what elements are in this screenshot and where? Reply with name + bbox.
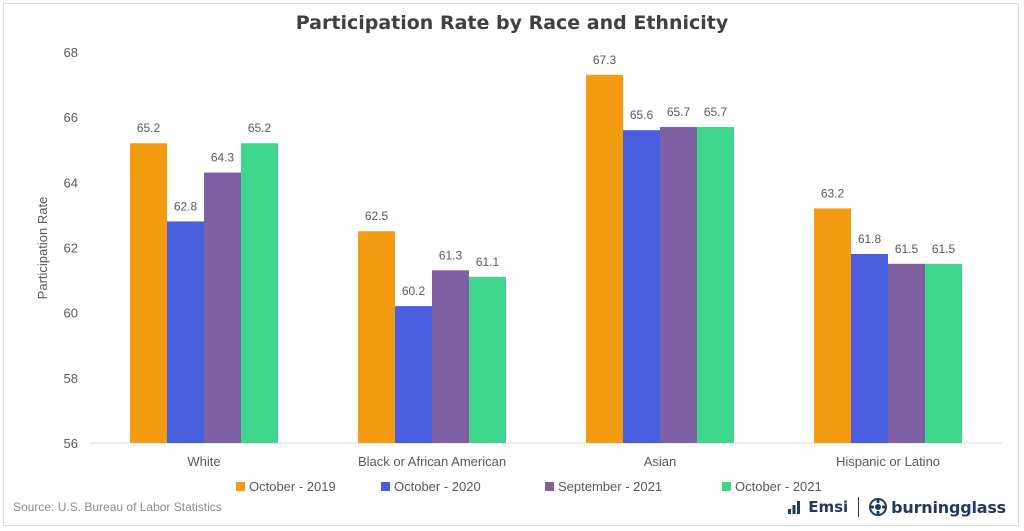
legend-item: October - 2020 xyxy=(381,479,481,494)
y-tick-label: 58 xyxy=(64,371,78,386)
y-tick-label: 56 xyxy=(64,436,78,451)
x-tick-label: Hispanic or Latino xyxy=(836,454,940,469)
bar xyxy=(241,143,278,443)
legend-label: October - 2019 xyxy=(249,479,336,494)
bar xyxy=(130,143,167,443)
bar xyxy=(204,172,241,443)
data-label: 61.3 xyxy=(439,248,463,262)
emsi-logo: Emsi xyxy=(788,498,848,516)
y-tick-label: 68 xyxy=(64,45,78,60)
bar xyxy=(167,221,204,443)
legend-item: September - 2021 xyxy=(545,479,662,494)
bar xyxy=(697,126,734,444)
burningglass-flower-icon xyxy=(869,498,888,516)
y-tick-label: 62 xyxy=(64,241,78,256)
logo-divider xyxy=(858,497,860,517)
legend-label: September - 2021 xyxy=(558,479,662,494)
legend-label: October - 2020 xyxy=(394,479,481,494)
chart-title: Participation Rate by Race and Ethnicity xyxy=(296,12,729,34)
legend-swatch xyxy=(722,482,731,491)
legend-label: October - 2021 xyxy=(735,479,822,494)
bar xyxy=(469,276,506,443)
legend: October - 2019 October - 2020 September - … xyxy=(236,479,822,494)
legend-swatch xyxy=(381,482,390,491)
bar xyxy=(395,306,432,443)
data-label: 64.3 xyxy=(211,151,235,165)
bar xyxy=(623,130,660,443)
data-label: 65.2 xyxy=(248,121,272,135)
bar xyxy=(851,254,888,443)
x-tick-label: White xyxy=(187,454,220,469)
y-axis-title: Participation Rate xyxy=(35,197,50,300)
data-label: 65.2 xyxy=(137,121,161,135)
data-label: 61.5 xyxy=(932,242,956,256)
emsi-bars-icon xyxy=(788,501,801,514)
data-label: 65.7 xyxy=(667,105,691,119)
bar xyxy=(925,263,962,443)
y-tick-label: 66 xyxy=(64,110,78,125)
data-label: 62.5 xyxy=(365,209,389,223)
bar xyxy=(432,270,469,443)
data-label: 60.2 xyxy=(402,284,426,298)
data-label: 61.5 xyxy=(895,242,919,256)
data-label: 63.2 xyxy=(821,186,845,200)
legend-item: October - 2019 xyxy=(236,479,336,494)
source-note: Source: U.S. Bureau of Labor Statistics xyxy=(13,500,222,514)
burningglass-logo: burningglass xyxy=(869,498,1006,517)
bar xyxy=(888,263,925,443)
data-label: 62.8 xyxy=(174,199,198,213)
legend-swatch xyxy=(236,482,245,491)
logos: Emsi burningglass xyxy=(788,497,1006,517)
bar xyxy=(814,208,851,443)
y-tick-label: 60 xyxy=(64,306,78,321)
legend-swatch xyxy=(545,482,554,491)
data-label: 65.7 xyxy=(704,105,728,119)
data-label: 61.8 xyxy=(858,232,882,246)
plot-area: 56 58 60 62 64 66 68 65.2 62.8 64.3 65.2 White 62.5 6… xyxy=(64,45,1002,469)
y-tick-label: 64 xyxy=(64,175,78,190)
emsi-logo-text: Emsi xyxy=(808,498,849,516)
x-tick-label: Asian xyxy=(644,454,677,469)
data-label: 61.1 xyxy=(476,255,500,269)
data-label: 65.6 xyxy=(630,108,654,122)
burningglass-logo-text: burningglass xyxy=(891,497,1006,517)
x-tick-label: Black or African American xyxy=(358,454,506,469)
bar xyxy=(358,231,395,443)
legend-item: October - 2021 xyxy=(722,479,822,494)
bar xyxy=(586,74,623,443)
bar xyxy=(660,126,697,444)
data-label: 67.3 xyxy=(593,53,617,67)
